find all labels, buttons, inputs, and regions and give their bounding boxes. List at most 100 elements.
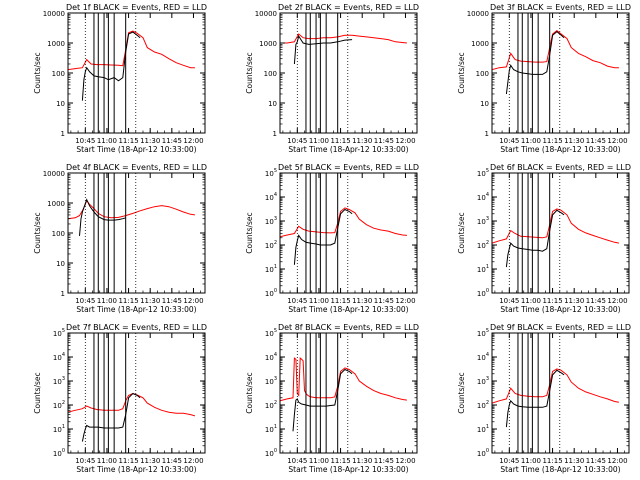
y-tick-label: 102: [265, 240, 277, 250]
lld-series-line: [492, 29, 619, 71]
y-tick-label: 102: [265, 400, 277, 410]
x-axis-label: Start Time (18-Apr-12 10:33:00): [288, 305, 408, 314]
x-tick-label: 10:45: [499, 457, 519, 465]
y-tick-label: 10000: [43, 170, 65, 178]
y-tick-label: 102: [53, 400, 65, 410]
y-axis-label: Counts/sec: [33, 372, 42, 413]
chart-title: Det 1f BLACK = Events, RED = LLD: [66, 3, 207, 12]
x-tick-label: 11:15: [330, 457, 350, 465]
chart-panel-2: Det 2f BLACK = Events, RED = LLD 1 10 100 10…: [245, 3, 419, 154]
x-tick-label: 11:45: [374, 297, 394, 305]
lld-series-line: [492, 368, 619, 404]
y-tick-label: 100: [52, 70, 65, 78]
x-tick-label: 11:00: [97, 137, 117, 145]
x-axis-label: Start Time (18-Apr-12 10:33:00): [500, 305, 620, 314]
y-tick-label: 1000: [471, 40, 489, 48]
events-series-line: [293, 34, 353, 65]
chart-title: Det 6f BLACK = Events, RED = LLD: [490, 163, 631, 172]
y-tick-label: 103: [477, 216, 489, 226]
events-series-line: [293, 208, 353, 265]
x-tick-label: 11:45: [586, 137, 606, 145]
y-tick-label: 103: [477, 376, 489, 386]
y-tick-label: 10: [56, 260, 65, 268]
y-axis-label: Counts/sec: [245, 372, 254, 413]
x-axis-label: Start Time (18-Apr-12 10:33:00): [76, 145, 196, 154]
y-tick-label: 104: [477, 192, 489, 202]
x-tick-label: 10:45: [75, 457, 95, 465]
x-tick-label: 11:00: [309, 297, 329, 305]
y-tick-label: 1: [61, 290, 65, 298]
x-tick-label: 12:00: [607, 137, 627, 145]
y-axis-label: Counts/sec: [245, 52, 254, 93]
plot-frame: [67, 172, 206, 294]
y-tick-label: 10000: [467, 10, 489, 18]
chart-title: Det 7f BLACK = Events, RED = LLD: [66, 323, 207, 332]
y-axis-label: Counts/sec: [457, 372, 466, 413]
x-tick-label: 11:15: [542, 297, 562, 305]
x-tick-label: 12:00: [183, 137, 203, 145]
y-tick-label: 10: [56, 100, 65, 108]
lld-series-line: [280, 33, 407, 44]
y-tick-label: 100: [477, 288, 489, 298]
events-series-line: [81, 392, 141, 442]
x-tick-label: 11:00: [521, 137, 541, 145]
y-tick-label: 100: [53, 448, 65, 458]
chart-panel-8: Det 8f BLACK = Events, RED = LLD 100 101 10…: [245, 323, 419, 474]
x-tick-label: 11:45: [374, 457, 394, 465]
y-tick-label: 104: [53, 352, 65, 362]
x-axis-label: Start Time (18-Apr-12 10:33:00): [76, 465, 196, 474]
x-tick-label: 11:45: [586, 457, 606, 465]
y-tick-label: 1: [273, 130, 277, 138]
y-tick-label: 103: [265, 376, 277, 386]
x-tick-label: 11:00: [521, 457, 541, 465]
y-tick-label: 100: [52, 230, 65, 238]
x-tick-label: 11:15: [542, 137, 562, 145]
events-series-line: [505, 30, 565, 95]
plot-frame: [491, 12, 630, 134]
x-tick-label: 12:00: [607, 297, 627, 305]
y-tick-label: 101: [477, 264, 489, 274]
x-tick-label: 11:30: [140, 137, 160, 145]
x-tick-label: 11:45: [586, 297, 606, 305]
x-tick-label: 11:15: [330, 137, 350, 145]
y-tick-label: 101: [265, 264, 277, 274]
chart-panel-5: Det 5f BLACK = Events, RED = LLD 100 101 10…: [245, 163, 419, 314]
chart-panel-9: Det 9f BLACK = Events, RED = LLD 100 101 10…: [457, 323, 631, 474]
x-axis-label: Start Time (18-Apr-12 10:33:00): [288, 145, 408, 154]
x-tick-label: 11:15: [118, 457, 138, 465]
events-series-line: [81, 31, 141, 101]
y-tick-label: 1000: [47, 200, 65, 208]
y-tick-label: 101: [477, 424, 489, 434]
y-tick-label: 1: [61, 130, 65, 138]
plot-frame: [279, 12, 418, 134]
y-tick-label: 100: [476, 70, 489, 78]
y-tick-label: 103: [265, 216, 277, 226]
x-axis-label: Start Time (18-Apr-12 10:33:00): [76, 305, 196, 314]
chart-panel-4: Det 4f BLACK = Events, RED = LLD 1 10 100 10…: [33, 163, 207, 314]
x-tick-label: 12:00: [395, 297, 415, 305]
chart-title: Det 5f BLACK = Events, RED = LLD: [278, 163, 419, 172]
x-tick-label: 10:45: [499, 137, 519, 145]
x-tick-label: 12:00: [183, 457, 203, 465]
x-axis-label: Start Time (18-Apr-12 10:33:00): [288, 465, 408, 474]
x-tick-label: 12:00: [395, 457, 415, 465]
y-tick-label: 104: [477, 352, 489, 362]
chart-title: Det 4f BLACK = Events, RED = LLD: [66, 163, 207, 172]
plot-frame: [67, 332, 206, 454]
x-tick-label: 10:45: [287, 137, 307, 145]
y-tick-label: 105: [265, 328, 277, 338]
plot-frame: [279, 172, 418, 294]
y-tick-label: 100: [477, 448, 489, 458]
x-tick-label: 11:45: [162, 137, 182, 145]
events-series-line: [505, 209, 565, 268]
y-axis-label: Counts/sec: [457, 212, 466, 253]
x-tick-label: 11:30: [140, 457, 160, 465]
chart-title: Det 8f BLACK = Events, RED = LLD: [278, 323, 419, 332]
x-tick-label: 11:30: [352, 457, 372, 465]
x-tick-label: 12:00: [183, 297, 203, 305]
plot-frame: [491, 332, 630, 454]
x-tick-label: 11:00: [97, 457, 117, 465]
x-tick-label: 12:00: [607, 457, 627, 465]
y-tick-label: 105: [477, 328, 489, 338]
